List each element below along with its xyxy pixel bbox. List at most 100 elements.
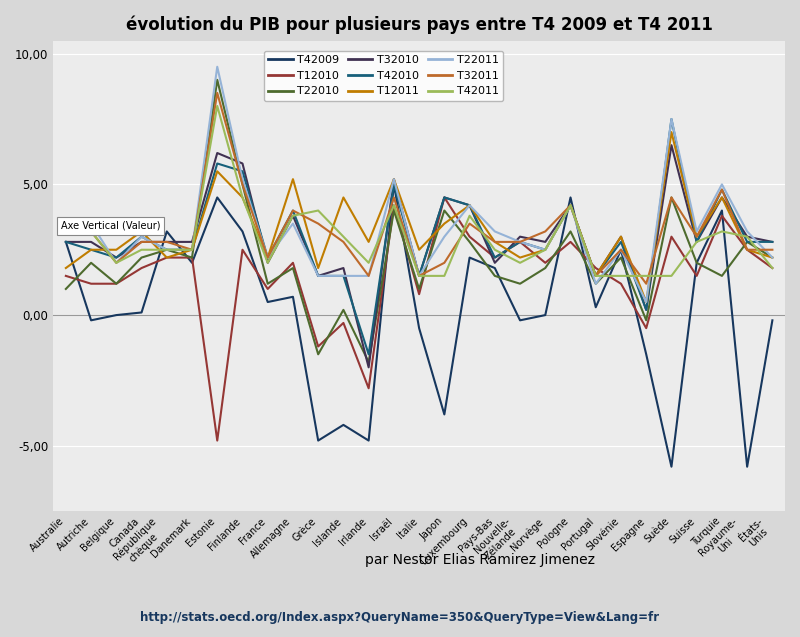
T42009 [591,303,601,311]
T42010 [742,238,752,246]
T12010 [61,272,70,280]
T42010 [288,206,298,214]
T42010 [642,306,651,313]
T32011 [288,206,298,214]
T42010 [86,246,96,254]
T42011 [162,246,171,254]
T22010 [642,317,651,324]
T42010 [566,201,575,209]
T22011 [439,233,449,241]
T42010 [162,246,171,254]
T22010 [263,280,273,287]
T42011 [364,259,374,267]
T32011 [314,220,323,227]
T22011 [616,246,626,254]
T12011 [414,246,424,254]
T12011 [515,254,525,261]
T12010 [414,290,424,298]
Line: T42011: T42011 [66,106,772,276]
T42011 [338,233,348,241]
T12011 [767,254,777,261]
T32010 [61,238,70,246]
T42010 [187,246,197,254]
T42011 [515,259,525,267]
T42010 [767,238,777,246]
T22011 [742,227,752,235]
T42011 [616,272,626,280]
T12010 [314,343,323,350]
T22011 [314,272,323,280]
Text: http://stats.oecd.org/Index.aspx?QueryName=350&QueryType=View&Lang=fr: http://stats.oecd.org/Index.aspx?QueryNa… [141,611,659,624]
T42011 [86,227,96,235]
T42011 [187,246,197,254]
T32011 [213,89,222,97]
T42009 [767,317,777,324]
T12010 [666,233,676,241]
T22010 [591,280,601,287]
T22010 [541,264,550,272]
T22011 [263,254,273,261]
T32011 [742,246,752,254]
T12010 [692,272,702,280]
Text: par Nestor Elias Ramirez Jimenez: par Nestor Elias Ramirez Jimenez [365,553,595,567]
T12011 [364,238,374,246]
T22011 [541,246,550,254]
T42009 [263,298,273,306]
T32011 [465,220,474,227]
T32011 [364,272,374,280]
T42010 [364,350,374,358]
T12011 [591,272,601,280]
T32011 [86,227,96,235]
T22011 [213,63,222,71]
T12010 [338,319,348,327]
T12010 [86,280,96,287]
T22010 [616,254,626,261]
T22010 [414,285,424,293]
T12010 [465,233,474,241]
T32011 [717,186,726,194]
T42011 [717,227,726,235]
T32010 [767,238,777,246]
T22011 [767,254,777,261]
T32011 [338,238,348,246]
T42009 [213,194,222,201]
T32010 [364,364,374,371]
T42011 [137,246,146,254]
T22010 [86,259,96,267]
T22011 [187,246,197,254]
T42010 [213,160,222,168]
T12011 [314,264,323,272]
T42010 [314,272,323,280]
T42010 [490,254,500,261]
T12011 [137,227,146,235]
T22010 [515,280,525,287]
T32011 [389,194,398,201]
T42009 [389,180,398,188]
T42010 [692,238,702,246]
T42011 [213,102,222,110]
T32011 [187,246,197,254]
T12011 [263,254,273,261]
T42010 [591,272,601,280]
T22010 [465,238,474,246]
T42011 [61,220,70,227]
T42009 [187,259,197,267]
T22010 [717,272,726,280]
T22010 [61,285,70,293]
T42010 [111,254,121,261]
T32011 [616,246,626,254]
T22011 [389,175,398,183]
T32010 [263,259,273,267]
T42009 [616,246,626,254]
T32010 [465,201,474,209]
T42010 [465,201,474,209]
T42009 [238,227,247,235]
T32010 [591,272,601,280]
T12010 [111,280,121,287]
T12010 [187,254,197,261]
Line: T42009: T42009 [66,184,772,467]
T42009 [717,206,726,214]
T32010 [111,254,121,261]
T12010 [213,437,222,445]
T32010 [288,212,298,220]
